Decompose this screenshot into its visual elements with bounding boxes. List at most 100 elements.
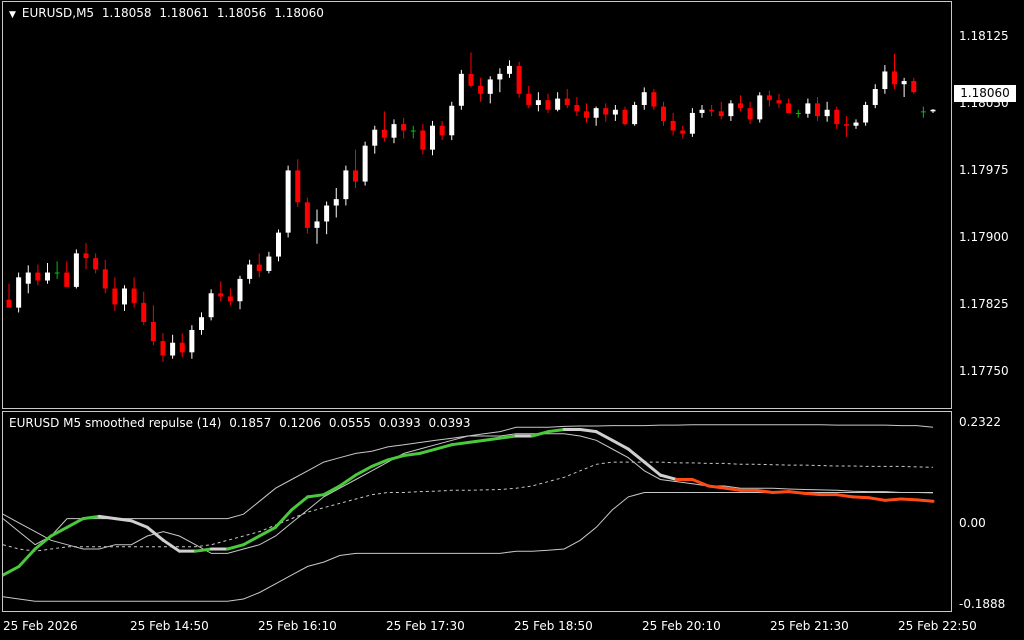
- repulse-line-segment: [81, 514, 101, 521]
- repulse-line-segment: [97, 514, 117, 521]
- indicator-name: EURUSD M5 smoothed repulse (14): [9, 416, 222, 430]
- repulse-line-segment: [835, 493, 855, 499]
- middle-band-line: [3, 461, 934, 552]
- candle: [420, 124, 426, 155]
- repulse-line-segment: [306, 493, 326, 499]
- repulse-line-segment: [690, 477, 711, 488]
- repulse-line-segment: [338, 473, 358, 488]
- indicator-value: 0.0393: [428, 416, 471, 430]
- candle: [612, 104, 618, 121]
- price-chart-pane[interactable]: ▼ EURUSD,M5 1.18058 1.18061 1.18056 1.180…: [2, 1, 952, 409]
- candle: [824, 101, 830, 122]
- ohlc-close: 1.18060: [274, 6, 324, 20]
- repulse-line-segment: [386, 454, 406, 462]
- price-scale-label: 1.17750: [959, 364, 1009, 378]
- candle: [776, 93, 782, 109]
- candle: [160, 333, 166, 362]
- candle: [651, 89, 657, 110]
- candle: [227, 288, 233, 306]
- candle: [16, 272, 22, 313]
- candle: [468, 52, 474, 88]
- candle: [815, 97, 820, 121]
- candle: [35, 264, 41, 286]
- repulse-line-segment: [594, 430, 614, 442]
- price-scale-label: 1.17825: [959, 297, 1009, 311]
- repulse-indicator-chart: [3, 424, 935, 602]
- repulse-line-segment: [3, 564, 21, 577]
- repulse-line-segment: [354, 464, 374, 477]
- candle: [112, 277, 118, 311]
- repulse-line-segment: [723, 486, 743, 492]
- collapse-triangle-icon[interactable]: ▼: [9, 10, 16, 20]
- candle: [930, 108, 936, 113]
- repulse-line-segment: [658, 473, 678, 481]
- candle: [73, 249, 79, 289]
- candle: [102, 259, 108, 294]
- candle: [83, 243, 89, 270]
- repulse-line-segment: [610, 438, 630, 451]
- candle: [362, 141, 368, 186]
- repulse-line-segment: [258, 525, 278, 538]
- repulse-line-segment: [771, 490, 791, 495]
- candle: [622, 106, 628, 126]
- repulse-line-segment: [578, 427, 598, 434]
- indicator-value: 0.1206: [279, 416, 322, 430]
- candle: [516, 61, 522, 98]
- candle: [497, 68, 503, 93]
- candle: [218, 281, 224, 302]
- candle: [324, 201, 330, 235]
- candle: [487, 76, 493, 104]
- candle: [718, 101, 724, 120]
- repulse-line-segment: [787, 490, 807, 495]
- repulse-line-segment: [274, 508, 294, 529]
- time-axis-label: 25 Feb 14:50: [130, 619, 209, 633]
- candle: [295, 159, 301, 208]
- indicator-scale-label: 0.00: [959, 516, 986, 530]
- time-axis-label: 25 Feb 2026: [3, 619, 78, 633]
- candle: [189, 325, 195, 359]
- ohlc-low: 1.18056: [216, 6, 267, 20]
- indicator-pane[interactable]: EURUSD M5 smoothed repulse (14) 0.1857 0…: [2, 411, 952, 612]
- repulse-line-segment: [450, 441, 470, 447]
- time-axis-label: 25 Feb 18:50: [514, 619, 593, 633]
- candle: [853, 119, 859, 129]
- repulse-line-segment: [17, 547, 37, 568]
- candle: [747, 101, 753, 125]
- repulse-line-segment: [193, 547, 213, 553]
- candle: [353, 149, 358, 188]
- repulse-line-segment: [466, 438, 486, 445]
- candle: [314, 209, 320, 244]
- candle: [64, 261, 70, 287]
- repulse-line-segment: [707, 484, 727, 490]
- ohlc-high: 1.18061: [159, 6, 209, 20]
- candle: [304, 197, 310, 234]
- candle: [141, 291, 147, 326]
- candle: [458, 69, 464, 110]
- candle: [901, 77, 907, 97]
- repulse-line-segment: [65, 517, 85, 529]
- candle: [237, 275, 243, 310]
- repulse-line-segment: [161, 538, 181, 553]
- repulse-line-segment: [803, 491, 823, 497]
- indicator-scale-label: -0.1888: [959, 597, 1006, 611]
- repulse-line-segment: [402, 451, 422, 458]
- price-scale-label: 1.17900: [959, 230, 1009, 244]
- indicator-scale-label: 0.2322: [959, 415, 1001, 429]
- candle: [863, 101, 869, 126]
- candle: [661, 101, 666, 126]
- candle: [179, 333, 185, 358]
- candle: [699, 104, 705, 118]
- repulse-line-segment: [322, 484, 342, 497]
- candle: [526, 85, 532, 109]
- indicator-value: 0.0555: [328, 416, 371, 430]
- ohlc-open: 1.18058: [101, 6, 152, 20]
- candle: [584, 103, 589, 123]
- repulse-line-segment: [418, 447, 438, 455]
- candle: [911, 77, 917, 94]
- candle: [574, 97, 580, 117]
- repulse-line-segment: [546, 427, 566, 434]
- repulse-line-segment: [225, 543, 246, 551]
- candle: [545, 93, 551, 113]
- candle: [170, 334, 176, 359]
- candle: [834, 106, 840, 129]
